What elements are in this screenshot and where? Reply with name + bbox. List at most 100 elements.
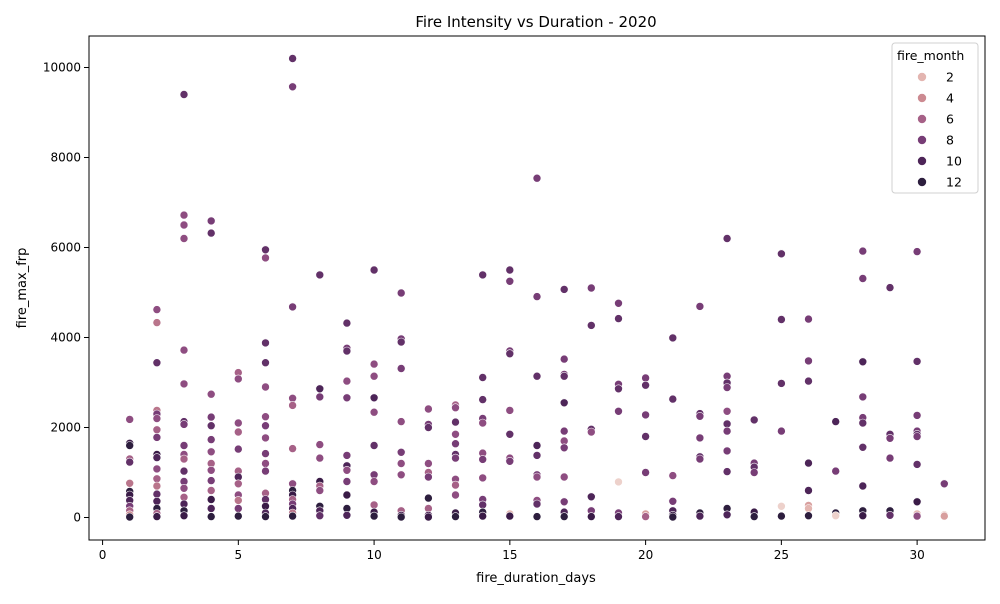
data-point: [369, 371, 379, 381]
y-tick-label: 0: [73, 511, 81, 525]
legend-title: fire_month: [897, 48, 964, 63]
legend: fire_month 2 4 6 8 10 12: [891, 42, 979, 194]
data-point: [152, 474, 162, 484]
data-point: [532, 499, 542, 509]
data-point: [179, 454, 189, 464]
data-point: [478, 270, 488, 280]
legend-marker: [917, 135, 927, 145]
data-point: [125, 478, 134, 488]
chart-title: Fire Intensity vs Duration - 2020: [415, 13, 656, 31]
data-point: [451, 453, 460, 463]
data-point: [749, 468, 759, 477]
data-point: [369, 407, 379, 417]
data-point: [912, 511, 922, 521]
data-point: [152, 489, 162, 499]
data-point: [532, 472, 542, 482]
data-point: [668, 512, 678, 522]
data-point: [261, 512, 270, 521]
data-point: [152, 414, 162, 423]
data-point: [342, 451, 352, 460]
data-point: [288, 82, 297, 92]
x-tick-label: 10: [366, 548, 381, 562]
data-point: [261, 449, 270, 458]
data-point: [315, 440, 325, 449]
data-point: [234, 511, 243, 521]
data-point: [777, 315, 786, 324]
x-tick-label: 5: [235, 548, 243, 562]
data-point: [641, 512, 650, 521]
data-point: [722, 446, 732, 456]
data-point: [505, 406, 515, 415]
data-point: [804, 486, 813, 495]
data-point: [206, 465, 216, 475]
data-point: [234, 496, 243, 505]
data-point: [559, 426, 569, 436]
data-point: [912, 497, 922, 507]
data-point: [342, 318, 352, 328]
data-point: [288, 511, 297, 521]
legend-entries: 2 4 6 8 10 12: [917, 70, 962, 190]
data-point: [179, 483, 189, 493]
data-point: [396, 512, 406, 522]
data-point: [125, 457, 134, 467]
data-point: [261, 421, 270, 431]
data-point: [396, 447, 406, 457]
data-point: [152, 318, 162, 327]
data-point: [695, 511, 705, 521]
x-tick-label: 15: [502, 548, 517, 562]
data-point: [722, 406, 732, 416]
data-point: [424, 459, 433, 468]
data-point: [261, 253, 270, 263]
data-point: [288, 393, 297, 403]
data-point: [939, 511, 949, 521]
data-point: [342, 477, 352, 486]
data-point: [505, 456, 515, 466]
data-point: [315, 511, 325, 521]
data-point: [668, 394, 678, 404]
data-point: [858, 274, 868, 283]
data-point: [641, 373, 650, 383]
data-point: [505, 429, 515, 439]
legend-marker: [917, 156, 927, 166]
data-point: [315, 392, 325, 402]
data-point: [586, 427, 596, 437]
data-point: [152, 464, 162, 474]
data-point: [885, 283, 895, 292]
data-point: [641, 432, 650, 441]
data-point: [206, 476, 216, 485]
x-tick-label: 25: [774, 548, 789, 562]
data-point: [858, 442, 868, 452]
data-point: [858, 246, 868, 256]
data-point: [695, 454, 705, 464]
data-point: [804, 458, 813, 468]
data-point: [858, 481, 868, 491]
data-point: [912, 411, 922, 420]
data-point: [804, 314, 813, 324]
data-point: [206, 504, 216, 513]
data-point: [179, 345, 189, 355]
data-point: [369, 265, 379, 275]
data-point: [559, 354, 569, 364]
legend-label: 10: [946, 154, 962, 169]
data-point: [885, 433, 895, 443]
data-point: [424, 404, 433, 414]
data-point: [532, 371, 542, 381]
y-axis-label: fire_max_frp: [15, 248, 30, 329]
data-point: [505, 265, 515, 275]
data-point: [288, 54, 297, 63]
data-point: [152, 433, 162, 442]
data-point: [288, 401, 297, 410]
data-point: [559, 497, 569, 507]
data-point: [505, 349, 515, 359]
data-point: [586, 512, 596, 521]
data-point: [261, 245, 270, 255]
data-point: [614, 512, 623, 521]
data-point: [179, 511, 189, 521]
data-point: [206, 447, 216, 457]
data-point: [451, 439, 460, 449]
data-point: [939, 479, 949, 489]
data-point: [369, 393, 379, 403]
points-layer: [125, 54, 949, 522]
data-point: [668, 496, 678, 506]
legend-label: 2: [946, 70, 954, 85]
